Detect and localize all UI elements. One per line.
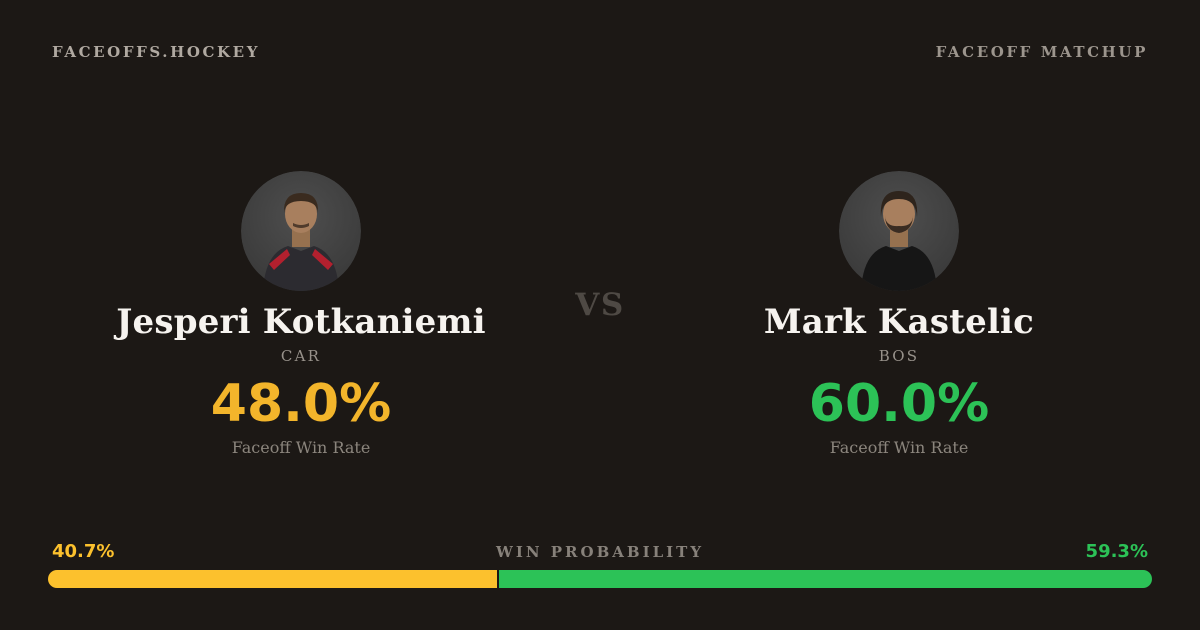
player-team: BOS	[878, 347, 920, 366]
header: FACEOFFS.HOCKEY FACEOFF MATCHUP	[52, 43, 1148, 61]
faceoff-win-rate-value: 60.0%	[808, 374, 990, 435]
win-probability-labels: 40.7% WIN PROBABILITY 59.3%	[52, 541, 1148, 565]
faceoff-win-rate-label: Faceoff Win Rate	[231, 438, 371, 458]
player-name: Jesperi Kotkaniemi	[116, 302, 486, 342]
vs-label: VS	[575, 287, 625, 323]
player-avatar	[839, 171, 959, 291]
win-probability-bar	[48, 570, 1152, 588]
win-probability-title: WIN PROBABILITY	[495, 543, 705, 561]
matchup-type-label: FACEOFF MATCHUP	[935, 43, 1148, 61]
player-name: Mark Kastelic	[763, 302, 1035, 342]
player-card-right: Mark Kastelic BOS 60.0% Faceoff Win Rate	[679, 171, 1119, 457]
player-headshot-icon	[839, 171, 959, 291]
faceoff-win-rate-value: 48.0%	[210, 374, 392, 435]
win-probability-right-pct: 59.3%	[1085, 541, 1148, 562]
player-team: CAR	[280, 347, 322, 366]
win-bar-right-segment	[499, 570, 1152, 588]
faceoff-win-rate-label: Faceoff Win Rate	[829, 438, 969, 458]
win-bar-left-segment	[48, 570, 498, 588]
player-avatar	[241, 171, 361, 291]
win-probability-left-pct: 40.7%	[52, 541, 115, 562]
player-headshot-icon	[241, 171, 361, 291]
player-card-left: Jesperi Kotkaniemi CAR 48.0% Faceoff Win…	[81, 171, 521, 457]
brand: FACEOFFS.HOCKEY	[52, 43, 261, 61]
